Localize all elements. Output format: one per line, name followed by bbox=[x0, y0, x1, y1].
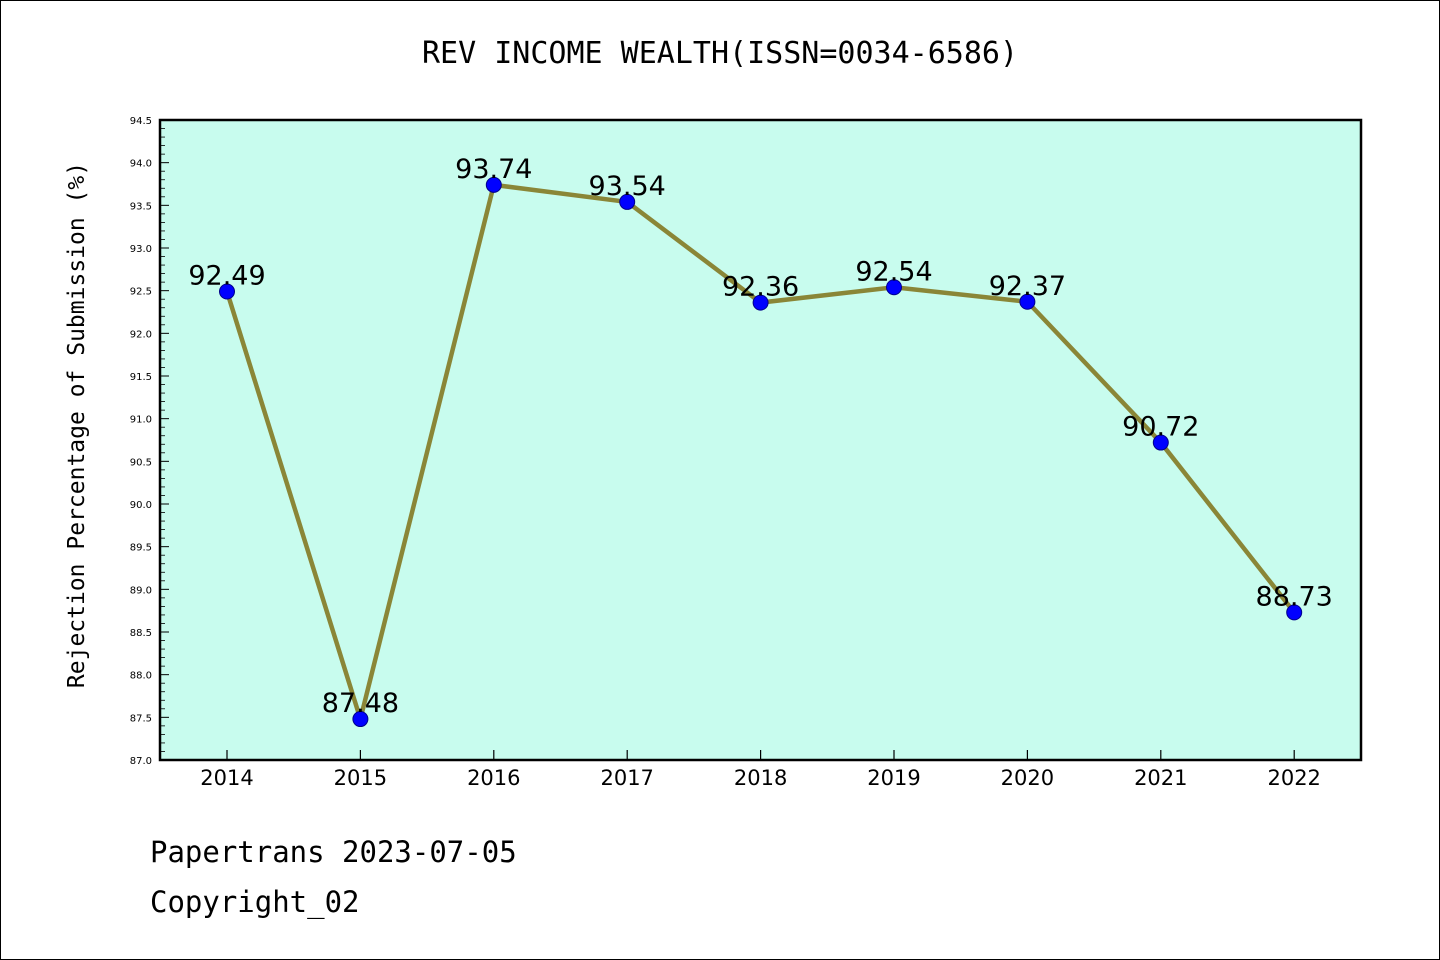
data-point bbox=[752, 294, 769, 311]
y-tick-label: 90.5 bbox=[130, 457, 152, 468]
data-label: 93.74 bbox=[455, 154, 532, 185]
chart-title: REV INCOME WEALTH(ISSN=0034-6586) bbox=[421, 36, 1019, 71]
data-points bbox=[219, 176, 1303, 728]
footer-date: Papertrans 2023-07-05 bbox=[150, 835, 517, 869]
x-tick-label: 2015 bbox=[334, 766, 387, 790]
x-tick-label: 2017 bbox=[600, 766, 653, 790]
y-tick-label: 94.0 bbox=[130, 159, 152, 170]
data-point bbox=[1152, 434, 1169, 451]
data-label: 88.73 bbox=[1256, 581, 1333, 612]
data-label: 93.54 bbox=[589, 171, 666, 202]
data-label: 90.72 bbox=[1122, 412, 1199, 443]
data-labels: 92.49 87.48 93.74 93.54 92.36 92.54 92.37 90.72… bbox=[188, 154, 1332, 719]
data-point bbox=[619, 193, 636, 210]
data-point bbox=[485, 176, 502, 193]
x-tick-label: 2020 bbox=[1001, 766, 1054, 790]
y-tick-label: 88.0 bbox=[130, 671, 152, 682]
data-label: 92.36 bbox=[722, 272, 799, 303]
x-tick-label: 2014 bbox=[200, 766, 253, 790]
x-axis: 2014 2015 2016 2017 2018 2019 2020 2021 2022 bbox=[200, 750, 1321, 790]
y-tick-label: 92.0 bbox=[130, 329, 152, 340]
y-tick-label: 88.5 bbox=[130, 628, 152, 639]
data-label: 92.49 bbox=[188, 261, 265, 292]
plot-border bbox=[158, 118, 1363, 762]
y-tick-label: 93.5 bbox=[130, 201, 152, 212]
y-tick-label: 89.0 bbox=[130, 585, 152, 596]
x-tick-label: 2021 bbox=[1134, 766, 1187, 790]
x-tick-label: 2022 bbox=[1267, 766, 1320, 790]
y-tick-label: 87.5 bbox=[130, 713, 152, 724]
data-point bbox=[886, 279, 902, 296]
data-point bbox=[219, 283, 235, 300]
y-tick-label: 94.5 bbox=[130, 116, 152, 127]
data-label: 87.48 bbox=[322, 688, 399, 719]
y-axis: 87.0 87.5 88.0 88.5 89.0 89.5 90.0 90.5 91.0 91.5… bbox=[130, 116, 169, 767]
data-label: 92.37 bbox=[989, 271, 1066, 302]
y-tick-label: 92.5 bbox=[130, 287, 152, 298]
y-tick-label: 91.0 bbox=[130, 415, 152, 426]
y-tick-label: 89.5 bbox=[130, 543, 152, 554]
data-label: 92.54 bbox=[855, 256, 932, 287]
x-tick-label: 2016 bbox=[467, 766, 520, 790]
y-tick-label: 87.0 bbox=[130, 756, 152, 767]
y-tick-label: 91.5 bbox=[130, 372, 152, 383]
x-tick-label: 2019 bbox=[867, 766, 920, 790]
data-point bbox=[1286, 604, 1303, 621]
y-axis-label: Rejection Percentage of Submission (%) bbox=[64, 162, 90, 688]
x-tick-label: 2018 bbox=[734, 766, 787, 790]
data-point bbox=[1019, 293, 1036, 310]
y-tick-label: 93.0 bbox=[130, 244, 152, 255]
footer-copyright: Copyright_02 bbox=[150, 885, 360, 919]
y-tick-label: 90.0 bbox=[130, 500, 152, 511]
data-point bbox=[352, 711, 369, 728]
